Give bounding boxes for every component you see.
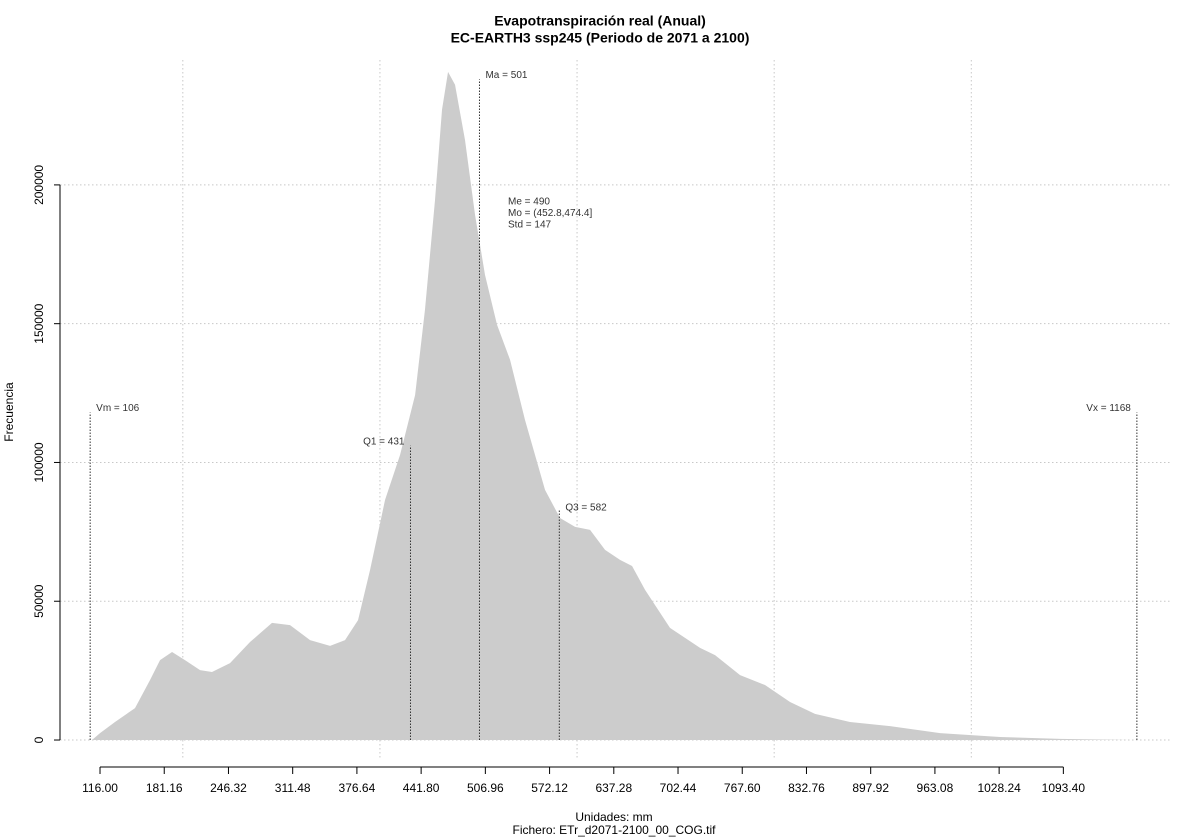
stat-label: Ma = 501 xyxy=(485,70,527,81)
y-tick-label: 200000 xyxy=(32,165,46,205)
chart-title: Evapotranspiración real (Anual) xyxy=(494,13,706,29)
x-tick-label: 246.32 xyxy=(210,781,247,795)
chart-subtitle: EC-EARTH3 ssp245 (Periodo de 2071 a 2100… xyxy=(451,30,750,46)
y-axis-label: Frecuencia xyxy=(2,382,16,442)
y-tick-label: 0 xyxy=(32,736,46,743)
x-tick-label: 506.96 xyxy=(467,781,504,795)
x-tick-label: 897.92 xyxy=(852,781,889,795)
x-tick-label: 376.64 xyxy=(339,781,376,795)
x-tick-label: 832.76 xyxy=(788,781,825,795)
caption: Fichero: ETr_d2071-2100_00_COG.tif xyxy=(513,823,717,837)
x-tick-label: 311.48 xyxy=(275,781,311,795)
y-tick-label: 100000 xyxy=(32,442,46,482)
x-axis-label: Unidades: mm xyxy=(575,810,652,824)
stats-text: Me = 490 xyxy=(508,197,550,208)
stat-label: Q1 = 431 xyxy=(363,436,405,447)
x-tick-label: 1093.40 xyxy=(1042,781,1086,795)
x-tick-label: 637.28 xyxy=(595,781,632,795)
stats-text: Mo = (452.8,474.4] xyxy=(508,208,592,219)
stat-label: Vx = 1168 xyxy=(1086,403,1131,414)
stat-label: Vm = 106 xyxy=(96,403,140,414)
x-tick-label: 116.00 xyxy=(82,781,118,795)
x-tick-label: 1028.24 xyxy=(977,781,1021,795)
y-tick-label: 50000 xyxy=(32,584,46,618)
stats-text: Std = 147 xyxy=(508,220,552,231)
x-tick-label: 767.60 xyxy=(724,781,761,795)
stat-label: Q3 = 582 xyxy=(565,502,607,513)
x-tick-label: 702.44 xyxy=(660,781,697,795)
x-tick-label: 181.16 xyxy=(146,781,183,795)
x-tick-label: 572.12 xyxy=(531,781,568,795)
density-area xyxy=(92,71,1131,741)
y-tick-label: 150000 xyxy=(32,303,46,343)
x-tick-label: 963.08 xyxy=(917,781,954,795)
x-tick-label: 441.80 xyxy=(403,781,440,795)
